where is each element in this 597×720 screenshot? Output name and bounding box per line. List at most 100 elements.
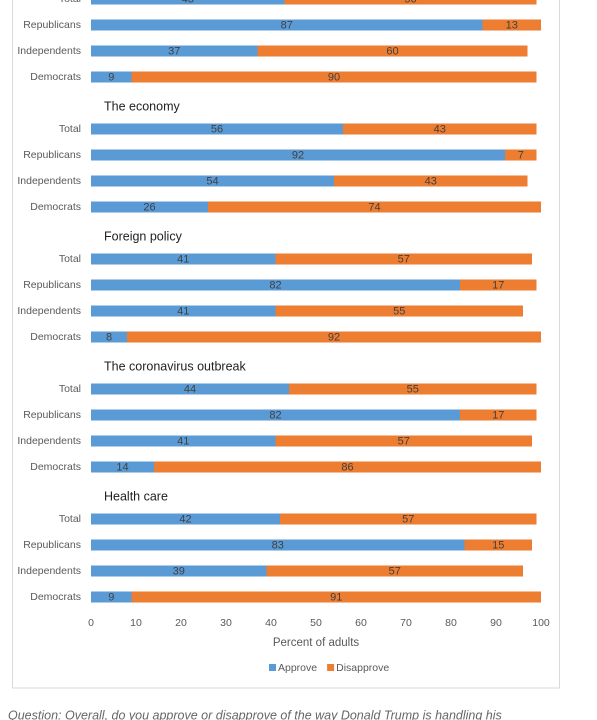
value-label: 54 [206,175,218,187]
category-label: Democrats [30,461,81,473]
value-label: 17 [492,279,504,291]
value-label: 56 [211,123,223,135]
bar-segment [91,305,276,317]
bar-segment [343,123,537,135]
bar-segment [91,409,460,421]
bar-segment [91,201,208,213]
legend-swatch [327,664,335,671]
value-label: 41 [177,435,189,447]
value-label: 44 [184,383,196,395]
value-label: 57 [398,253,410,265]
bar-segment [482,19,541,31]
group-title: The economy [104,99,180,113]
bar-segment [275,253,532,265]
category-label: Republicans [23,279,81,291]
category-label: Democrats [30,331,81,343]
bar-segment [91,331,127,343]
chart-border [12,0,560,689]
value-label: 13 [506,19,518,31]
legend-swatch [269,664,276,671]
bar-segment [154,461,541,473]
category-label: Democrats [30,591,81,603]
bar-segment [505,149,537,161]
bar-segment [91,19,483,31]
category-label: Independents [17,565,81,577]
x-tick-label: 100 [532,617,550,629]
bar-segment [91,279,460,291]
value-label: 9 [108,591,114,603]
bar-segment [460,409,537,421]
value-label: 14 [116,461,128,473]
bar-segment [131,71,537,83]
category-label: Republicans [23,149,81,161]
value-label: 82 [269,279,281,291]
x-tick-label: 20 [175,617,187,629]
x-tick-label: 70 [400,617,412,629]
value-label: 17 [492,409,504,421]
bar-segment [208,201,541,213]
x-tick-label: 40 [265,617,277,629]
bar-segment [275,435,532,447]
category-label: Total [59,253,81,265]
bar-segment [91,0,285,5]
category-label: Republicans [23,409,81,421]
value-label: 26 [143,201,155,213]
category-label: Total [59,383,81,395]
bar-segment [284,0,537,5]
category-label: Independents [17,435,81,447]
bar-segment [91,435,276,447]
value-label: 43 [434,123,446,135]
value-label: 91 [330,591,342,603]
x-tick-label: 10 [130,617,142,629]
value-label: 92 [328,331,340,343]
bar-segment [289,383,537,395]
category-label: Democrats [30,71,81,83]
value-label: 57 [402,513,414,525]
bar-segment [91,45,258,57]
group-title: Foreign policy [104,229,183,243]
value-label: 55 [407,383,419,395]
value-label: 74 [368,201,380,213]
value-label: 41 [177,305,189,317]
value-label: 37 [168,45,180,57]
value-label: 82 [269,409,281,421]
group-title: The coronavirus outbreak [104,359,246,373]
x-axis-title: Percent of adults [273,637,360,649]
bar-segment [127,331,541,343]
category-label: Republicans [23,19,81,31]
value-label: 86 [341,461,353,473]
x-tick-label: 90 [490,617,502,629]
bar-segment [131,591,541,603]
bar-segment [275,305,523,317]
bar-segment [91,383,289,395]
bar-segment [91,513,280,525]
category-label: Independents [17,305,81,317]
value-label: 57 [389,565,401,577]
value-label: 8 [106,331,112,343]
bar-segment [266,565,523,577]
bar-segment [257,45,528,57]
x-tick-label: 80 [445,617,457,629]
value-label: 7 [518,149,524,161]
value-label: 55 [393,305,405,317]
value-label: 57 [398,435,410,447]
x-tick-label: 60 [355,617,367,629]
bar-segment [91,539,465,551]
x-tick-label: 50 [310,617,322,629]
value-label: 42 [179,513,191,525]
value-label: 60 [386,45,398,57]
category-label: Democrats [30,201,81,213]
bar-segment [91,565,267,577]
category-label: Total [59,123,81,135]
bar-segment [91,253,276,265]
legend-label: Approve [278,662,317,674]
value-label: 39 [173,565,185,577]
bar-segment [91,71,132,83]
value-label: 83 [272,539,284,551]
category-label: Independents [17,175,81,187]
x-tick-label: 0 [88,617,94,629]
value-label: 9 [108,71,114,83]
caption: Question: Overall, do you approve or dis… [8,708,502,720]
bar-segment [91,591,132,603]
